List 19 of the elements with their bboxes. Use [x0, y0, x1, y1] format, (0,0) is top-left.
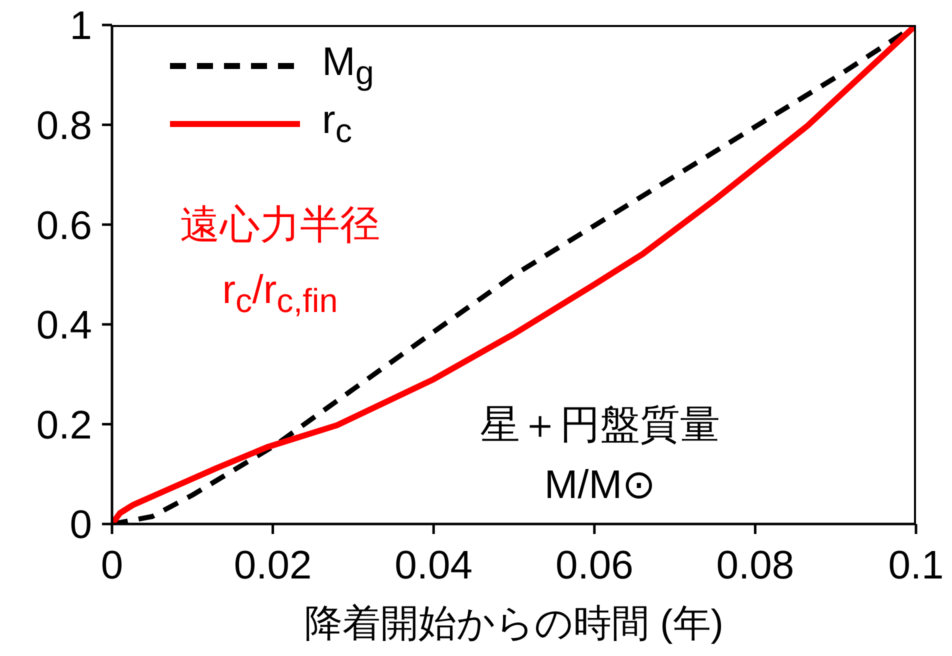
x-tick-label: 0.08	[716, 543, 794, 588]
y-tick-label: 0.8	[36, 104, 92, 148]
annotation: 遠心力半径	[179, 202, 381, 249]
x-tick-label: 0.02	[234, 543, 312, 588]
legend-label: r$_{c}$	[322, 98, 352, 150]
annotation: M/M⊙	[543, 462, 657, 509]
y-tick-label: 0.6	[36, 204, 92, 248]
legend-label: M$_{g}$	[322, 40, 374, 92]
y-tick-label: 1	[70, 4, 92, 48]
y-tick-label: 0.4	[36, 304, 92, 348]
x-axis-title: 降着開始からの時間 (年)	[304, 603, 724, 645]
x-tick-label: 0.1	[888, 543, 944, 588]
x-tick-label: 0.06	[555, 543, 634, 588]
y-tick-label: 0.2	[36, 403, 92, 448]
x-tick-label: 0.04	[394, 543, 473, 588]
annotation: r$_{c}$/r$_{c,fin}$	[221, 267, 339, 322]
y-tick-label: 0	[70, 503, 92, 548]
x-tick-label: 0	[100, 543, 124, 588]
annotation: 星＋円盤質量	[479, 402, 721, 449]
